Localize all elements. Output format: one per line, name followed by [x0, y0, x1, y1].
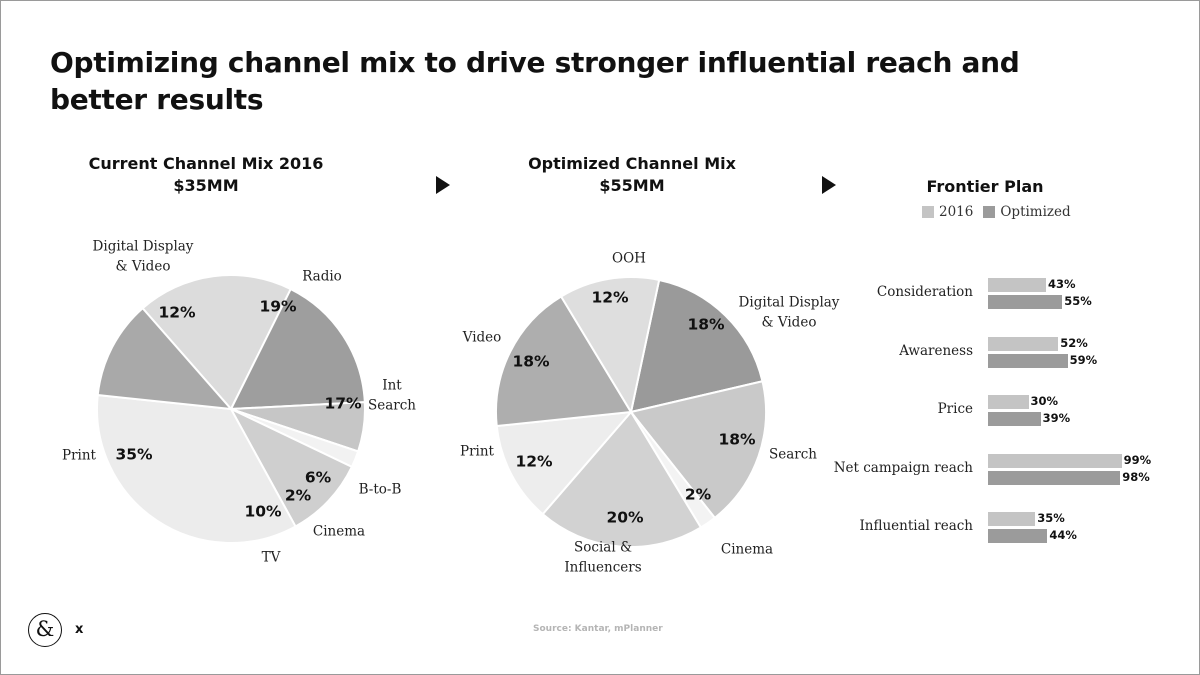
- pie-slice-ooh: [559, 276, 661, 415]
- pie-chart-optimized-mix: 18% Digital Display & Video 18% Search 2% Cine…: [460, 251, 840, 576]
- pie-slice-digital-display-video: [96, 306, 234, 411]
- pie-value-label-int-search: 17%: [324, 395, 362, 413]
- pie-1-subtitle: $35MM: [173, 176, 239, 195]
- bar-optimized-net-campaign-reach: [988, 470, 1121, 485]
- bar-category-awareness: Awareness: [899, 342, 973, 359]
- pie-slice-print: [96, 393, 297, 544]
- legend-swatch-2016: [922, 206, 934, 218]
- bar-value-label-optimized-price: 39%: [1042, 411, 1071, 425]
- pie-category-label-tv: TV: [262, 550, 281, 566]
- pie-slice-digital-display-video: [629, 278, 764, 414]
- pie-value-label-digital-display-video: 18%: [687, 316, 725, 334]
- pie-slice-social-influencers: [541, 410, 703, 548]
- arrow-right-icon: [436, 176, 450, 194]
- slide-title: Optimizing channel mix to drive stronger…: [50, 46, 1020, 116]
- pie-category-label-digital-display-video: Digital Display & Video: [93, 239, 194, 275]
- logo-suffix: x: [75, 622, 84, 637]
- pie-value-label-print: 35%: [115, 446, 153, 464]
- bar-value-label-optimized-awareness: 59%: [1069, 352, 1098, 367]
- bar-value-label-2016-awareness: 52%: [1060, 335, 1088, 350]
- bar-chart-legend: 2016 Optimized: [922, 204, 1081, 220]
- pie-slice-search: [629, 380, 767, 520]
- pie-category-label-ooh: OOH: [612, 251, 646, 267]
- bar-optimized-consideration: [988, 295, 1063, 309]
- bar-value-label-optimized-net-campaign-reach: 98%: [1122, 469, 1150, 484]
- bar-category-net-campaign-reach: Net campaign reach: [833, 459, 973, 476]
- pie-category-label-digital-display-video: Digital Display & Video: [739, 295, 840, 331]
- bar-chart-title: Frontier Plan: [926, 177, 1044, 196]
- bar-category-consideration: Consideration: [876, 284, 973, 300]
- pie-category-label-video: Video: [462, 330, 502, 346]
- legend-label-optimized: Optimized: [1000, 204, 1071, 220]
- bar-category-price: Price: [937, 401, 973, 417]
- pie-category-label-print: Print: [62, 448, 97, 464]
- source-note: Source: Kantar, mPlanner: [533, 624, 663, 634]
- bar-2016-price: [988, 395, 1029, 409]
- bar-optimized-influential-reach: [988, 529, 1048, 543]
- bar-2016-influential-reach: [988, 512, 1036, 526]
- pie-value-label-tv: 10%: [244, 503, 282, 521]
- pie-slice-video: [495, 295, 633, 428]
- pie-slice-print: [495, 410, 634, 516]
- bar-value-label-2016-influential-reach: 35%: [1037, 511, 1065, 525]
- pie-2-title: Optimized Channel Mix: [528, 154, 736, 173]
- pie-value-label-ooh: 12%: [591, 289, 629, 307]
- pie-category-label-search: Search: [769, 447, 817, 463]
- bar-optimized-price: [988, 412, 1041, 426]
- pie-category-label-cinema: Cinema: [721, 542, 773, 558]
- bar-value-label-2016-net-campaign-reach: 99%: [1123, 452, 1152, 467]
- pie-category-label-int-search: Int Search: [368, 378, 416, 414]
- pie-value-label-video: 18%: [512, 353, 550, 371]
- bar-2016-awareness: [988, 336, 1059, 351]
- pie-chart-current-mix: 19% Radio 17% Int Search 6% B-to-B 2% Cinema 10% T…: [62, 239, 416, 566]
- pie-value-label-digital-display-video: 12%: [158, 304, 196, 322]
- pie-1-heading: Current Channel Mix 2016 $35MM: [80, 153, 332, 197]
- pie-slice-int-search: [229, 287, 366, 411]
- pie-category-label-social-influencers: Social & Influencers: [564, 540, 641, 576]
- legend-item-optimized: Optimized: [983, 204, 1071, 220]
- bar-value-label-2016-consideration: 43%: [1048, 277, 1076, 291]
- ampersand-logo-icon: &: [28, 613, 62, 647]
- pie-value-label-cinema: 2%: [285, 487, 312, 505]
- pie-category-label-print: Print: [460, 444, 495, 460]
- pie-slice-radio: [141, 274, 293, 411]
- pie-value-label-radio: 19%: [259, 298, 297, 316]
- bar-value-label-2016-price: 30%: [1030, 394, 1059, 408]
- pie-value-label-b-to-b: 6%: [305, 469, 332, 487]
- pie-value-label-social-influencers: 20%: [606, 509, 644, 527]
- pie-1-title: Current Channel Mix 2016: [88, 154, 324, 173]
- pie-2-subtitle: $55MM: [599, 176, 665, 195]
- pie-category-label-b-to-b: B-to-B: [359, 482, 402, 498]
- pie-category-label-radio: Radio: [302, 269, 342, 285]
- pie-value-label-print: 12%: [515, 453, 553, 471]
- legend-item-2016: 2016: [922, 204, 973, 220]
- bar-2016-net-campaign-reach: [988, 453, 1122, 468]
- bar-2016-consideration: [988, 278, 1047, 292]
- bar-category-influential-reach: Influential reach: [859, 518, 973, 534]
- pie-slice-tv: [228, 406, 354, 528]
- bar-optimized-awareness: [988, 353, 1068, 368]
- pie-value-label-search: 18%: [718, 431, 756, 449]
- pie-2-heading: Optimized Channel Mix $55MM: [508, 153, 756, 197]
- bar-value-label-optimized-influential-reach: 44%: [1049, 528, 1077, 542]
- legend-swatch-optimized: [983, 206, 996, 218]
- pie-category-label-cinema: Cinema: [313, 524, 365, 540]
- bar-value-label-optimized-consideration: 55%: [1064, 294, 1092, 308]
- pie-value-label-cinema: 2%: [685, 486, 712, 504]
- legend-label-2016: 2016: [939, 204, 974, 220]
- arrow-right-icon: [822, 176, 836, 194]
